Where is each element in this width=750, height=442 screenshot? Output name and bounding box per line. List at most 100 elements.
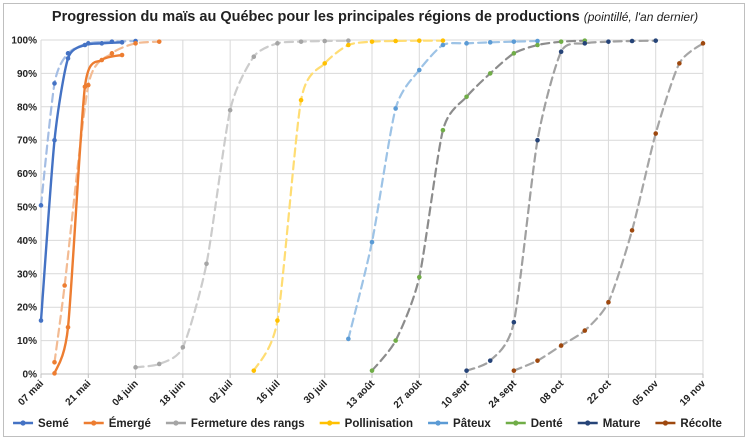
y-tick-label: 20% [17,303,37,314]
previous-year-line-fermeture-des-rangs [134,39,350,369]
series-seme [38,40,125,323]
data-point [511,51,517,56]
previous-year-series-mature [464,38,659,373]
data-point [119,52,125,58]
data-point [52,371,57,376]
data-point [535,38,540,44]
legend-marker [513,420,519,426]
data-point [82,42,88,48]
data-point [440,42,446,48]
data-point [119,40,125,45]
legend-marker [20,420,26,426]
data-point [464,41,469,46]
x-tick-label: 16 juil [255,378,283,406]
legend-label: Mature [603,418,641,430]
x-tick-label: 19 nov [678,378,708,408]
data-point [346,336,351,342]
y-tick-label: 70% [17,136,37,147]
data-point [251,368,257,373]
legend-item-emerge: Émergé [83,417,151,430]
x-tick-label: 02 juil [207,378,235,406]
legend-label: Semé [38,418,69,430]
data-point [65,324,71,330]
legend-item-fermeture-des-rangs: Fermeture des rangs [165,418,305,430]
data-point [511,319,517,325]
current-year-series [38,40,125,376]
data-point [558,39,564,44]
chart-title-main: Progression du maïs au Québec pour les p… [51,9,580,25]
x-tick-label: 21 mai [64,378,94,408]
previous-year-series-emerge [52,39,162,365]
data-point [440,127,446,133]
data-point [52,81,57,86]
legend-label: Denté [531,418,563,430]
data-point [62,283,67,288]
legend-label: Pâteux [453,418,491,430]
data-point [535,42,540,48]
y-tick-label: 40% [17,236,37,247]
series-emerge [52,52,125,376]
legend-label: Pollinisation [345,418,413,430]
y-tick-label: 90% [17,69,37,80]
legend-item-recolte: Récolte [655,418,722,430]
data-point [346,38,351,43]
data-point [464,368,469,373]
data-point [369,239,375,245]
x-tick-label: 10 sept [440,378,473,411]
y-tick-label: 0% [23,370,38,381]
x-tick-label: 05 nov [631,378,661,408]
previous-year-series-fermeture-des-rangs [133,38,351,370]
previous-year-line-dente [370,39,586,372]
data-point [558,49,564,54]
data-point [82,84,88,90]
data-point [487,358,493,363]
legend-marker [327,420,333,426]
data-point [346,42,351,48]
data-point [227,107,233,113]
data-point [416,274,422,280]
data-point [487,40,493,45]
axes: 0% 10% 20% 30% 40% 50% 60% 70% 80% 90% 100% 07 mai 2… [11,36,708,411]
data-point [204,261,209,267]
data-point [156,361,162,367]
chart-title: Progression du maïs au Québec pour les p… [0,9,750,25]
data-point [38,203,44,208]
data-point [535,358,540,363]
chart-frame [3,3,745,437]
previous-year-line-recolte [512,42,705,372]
data-point [109,51,115,56]
chart-subtitle: (pointillé, l'an dernier) [583,10,699,24]
data-point [629,38,635,44]
data-point [606,299,611,305]
data-point [180,344,186,350]
previous-year-series-pateux [346,38,540,342]
data-point [38,318,44,323]
data-point [393,338,398,343]
data-point [653,131,659,136]
y-tick-label: 80% [17,102,37,113]
legend-item-seme: Semé [13,418,69,430]
y-tick-label: 100% [11,36,37,47]
data-point [511,39,517,44]
data-point [298,97,304,103]
data-point [275,318,280,323]
data-point [582,41,588,46]
data-point [156,39,162,44]
legend-item-pateux: Pâteux [428,418,491,430]
previous-year-line-mature [465,39,657,372]
legend-marker [662,420,669,426]
x-tick-label: 24 sept [487,378,520,411]
data-point [440,38,446,43]
legend-marker [173,420,179,426]
previous-year-line-pollinisation [252,39,445,372]
x-tick-label: 08 oct [538,378,567,407]
legend-item-pollinisation: Pollinisation [319,418,413,430]
legend-marker [585,420,591,426]
data-point [322,61,328,66]
x-tick-label: 18 juin [158,378,188,408]
data-point [52,360,57,365]
data-point [133,365,138,370]
legend-label: Émergé [109,417,151,430]
data-point [416,38,422,43]
